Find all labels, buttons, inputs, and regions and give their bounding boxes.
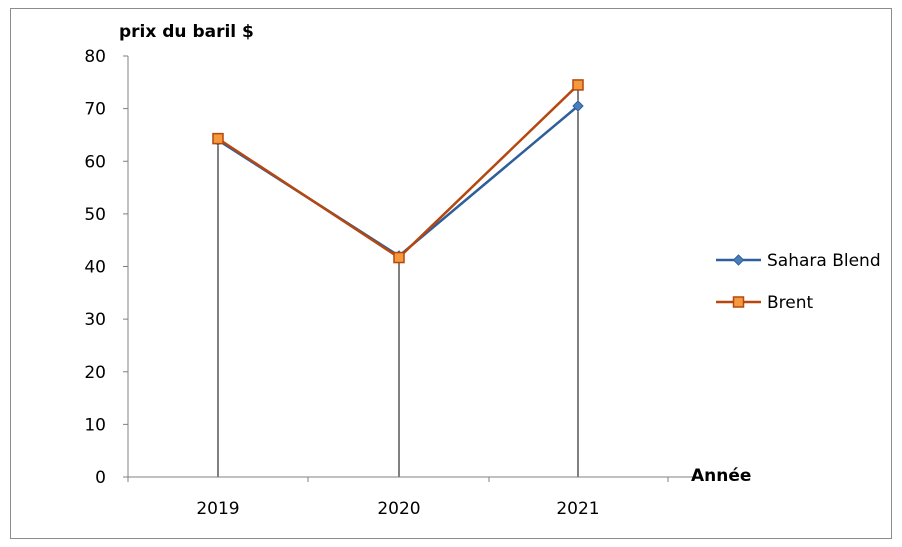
series-markers [212,79,584,264]
legend-marker-diamond [732,254,745,266]
marker-brent [572,79,584,91]
legend-label: Brent [767,293,814,313]
drop-lines [217,84,579,477]
marker-sahara-blend [572,100,584,112]
y-tick-label: 80 [84,47,106,67]
marker-brent [393,251,405,264]
legend: Sahara Blend Brent [716,251,881,313]
chart-frame: 0 10 20 30 40 50 60 70 80 2019 2020 2021 prix du b… [10,8,892,539]
marker-brent [212,132,224,145]
x-tick-label: 2021 [556,499,599,519]
x-tick-label: 2019 [196,499,239,519]
series-line-sahara-blend [217,105,579,258]
x-axis-ticks: 2019 2020 2021 [127,477,669,519]
y-axis-ticks: 0 10 20 30 40 50 60 70 80 [84,47,128,488]
x-tick-label: 2020 [377,499,420,519]
legend-marker-square [732,296,745,308]
series-line-brent [217,84,579,259]
y-axis-title: prix du baril $ [119,22,254,42]
y-tick-label: 0 [95,468,106,488]
axes [127,56,693,478]
legend-label: Sahara Blend [767,251,881,271]
x-axis-title: Année [691,466,751,486]
y-tick-label: 50 [84,205,106,225]
y-tick-label: 60 [84,152,106,172]
y-tick-label: 10 [84,415,106,435]
series-lines [217,84,579,259]
y-tick-label: 40 [84,258,106,278]
y-tick-label: 20 [84,363,106,383]
y-tick-label: 70 [84,100,106,120]
y-tick-label: 30 [84,310,106,330]
line-chart: 0 10 20 30 40 50 60 70 80 2019 2020 2021 prix du b… [84,22,881,519]
